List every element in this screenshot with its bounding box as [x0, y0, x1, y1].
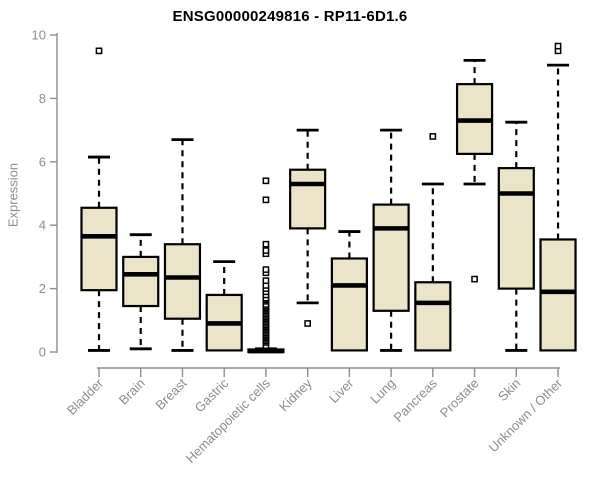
y-tick-label: 0 — [39, 345, 46, 360]
chart-title: ENSG00000249816 - RP11-6D1.6 — [172, 8, 408, 25]
x-category-label-brain: Brain — [116, 376, 148, 408]
x-category-label-lung: Lung — [367, 376, 398, 407]
box-liver — [330, 257, 368, 352]
outlier-point-hematopoietic-cells — [262, 266, 270, 273]
x-category-label-gastric: Gastric — [192, 375, 232, 415]
x-category-label-skin: Skin — [495, 376, 523, 404]
box-lung — [372, 203, 410, 312]
y-tick-label: 2 — [39, 281, 46, 296]
y-tick-label: 8 — [39, 91, 46, 106]
box-pancreas — [414, 281, 452, 352]
outlier-point-unknown-other — [554, 42, 562, 50]
outlier-point-hematopoietic-cells — [262, 240, 270, 248]
x-category-label-kidney: Kidney — [276, 375, 315, 414]
x-category-label-prostate: Prostate — [437, 376, 482, 421]
y-tick-label: 6 — [39, 154, 46, 169]
outlier-point-prostate — [471, 275, 478, 283]
outlier-point-hematopoietic-cells — [262, 247, 270, 254]
x-category-label-bladder: Bladder — [64, 375, 107, 418]
x-category-label-breast: Breast — [152, 375, 189, 412]
y-tick-label: 10 — [32, 28, 46, 43]
box-skin — [497, 167, 535, 290]
box-unknown-other — [539, 238, 577, 352]
box-kidney — [289, 168, 327, 230]
y-axis-label: Expression — [5, 162, 21, 228]
outlier-point-hematopoietic-cells — [262, 177, 270, 185]
outlier-point-bladder — [95, 47, 103, 55]
outlier-point-kidney — [304, 320, 311, 327]
box-brain — [122, 255, 160, 308]
box-breast — [163, 243, 202, 320]
y-tick-label: 4 — [39, 218, 46, 233]
x-category-label-unknown-other: Unknown / Other — [486, 375, 566, 455]
box-bladder — [80, 206, 118, 292]
x-category-label-liver: Liver — [326, 375, 357, 406]
outlier-point-hematopoietic-cells — [262, 277, 270, 285]
outlier-point-hematopoietic-cells — [262, 196, 270, 204]
x-category-label-pancreas: Pancreas — [391, 375, 441, 425]
outlier-point-pancreas — [429, 133, 437, 140]
